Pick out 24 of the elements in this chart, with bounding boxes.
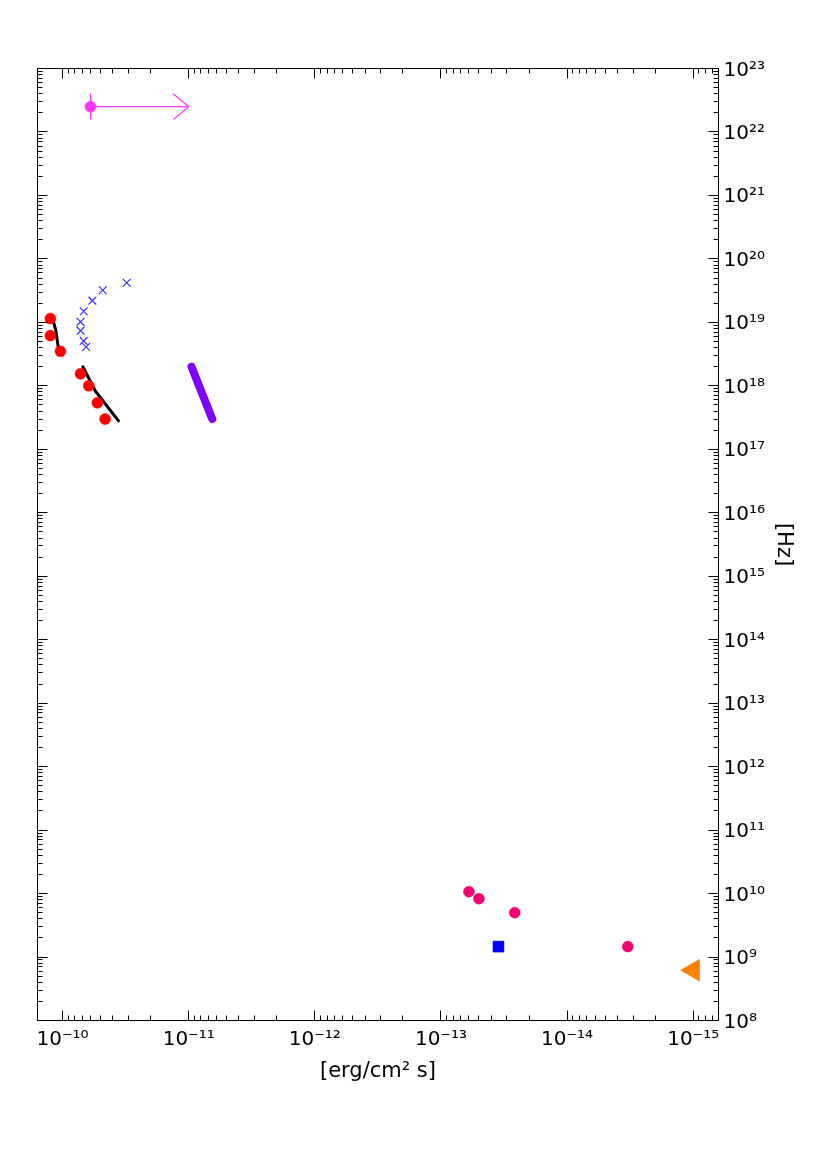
y-axis-title: [Hz] bbox=[772, 522, 797, 567]
x-tick-label: 10⁻¹³ bbox=[414, 1025, 467, 1050]
y-tick-label: 10¹⁴ bbox=[723, 627, 765, 652]
x-tick-label: 10⁻¹¹ bbox=[162, 1025, 215, 1050]
y-tick-label: 10¹⁰ bbox=[723, 881, 765, 906]
y-tick-label: 10²⁰ bbox=[723, 246, 765, 271]
x-tick-label: 10⁻¹⁴ bbox=[541, 1025, 594, 1050]
y-tick-label: 10²¹ bbox=[723, 183, 765, 208]
y-tick-label: 10¹¹ bbox=[723, 818, 765, 843]
y-tick-label: 10¹² bbox=[723, 754, 765, 779]
x-axis-title: [erg/cm² s] bbox=[319, 1057, 437, 1082]
y-tick-label: 10⁸ bbox=[723, 1008, 757, 1033]
x-tick-label: 10⁻¹⁵ bbox=[667, 1025, 720, 1050]
y-tick-label: 10¹³ bbox=[723, 691, 765, 716]
y-tick-label: 10¹⁷ bbox=[723, 437, 765, 462]
y-tick-label: 10¹⁹ bbox=[723, 310, 765, 335]
y-tick-label: 10²² bbox=[723, 119, 765, 144]
y-tick-label: 10¹⁵ bbox=[723, 564, 765, 589]
y-tick-label: 10²³ bbox=[723, 56, 765, 81]
x-tick-label: 10⁻¹⁰ bbox=[36, 1025, 89, 1050]
y-tick-label: 10⁹ bbox=[723, 945, 757, 970]
y-tick-label: 10¹⁶ bbox=[723, 500, 765, 525]
x-tick-label: 10⁻¹² bbox=[288, 1025, 341, 1050]
y-tick-label: 10¹⁸ bbox=[723, 373, 765, 398]
